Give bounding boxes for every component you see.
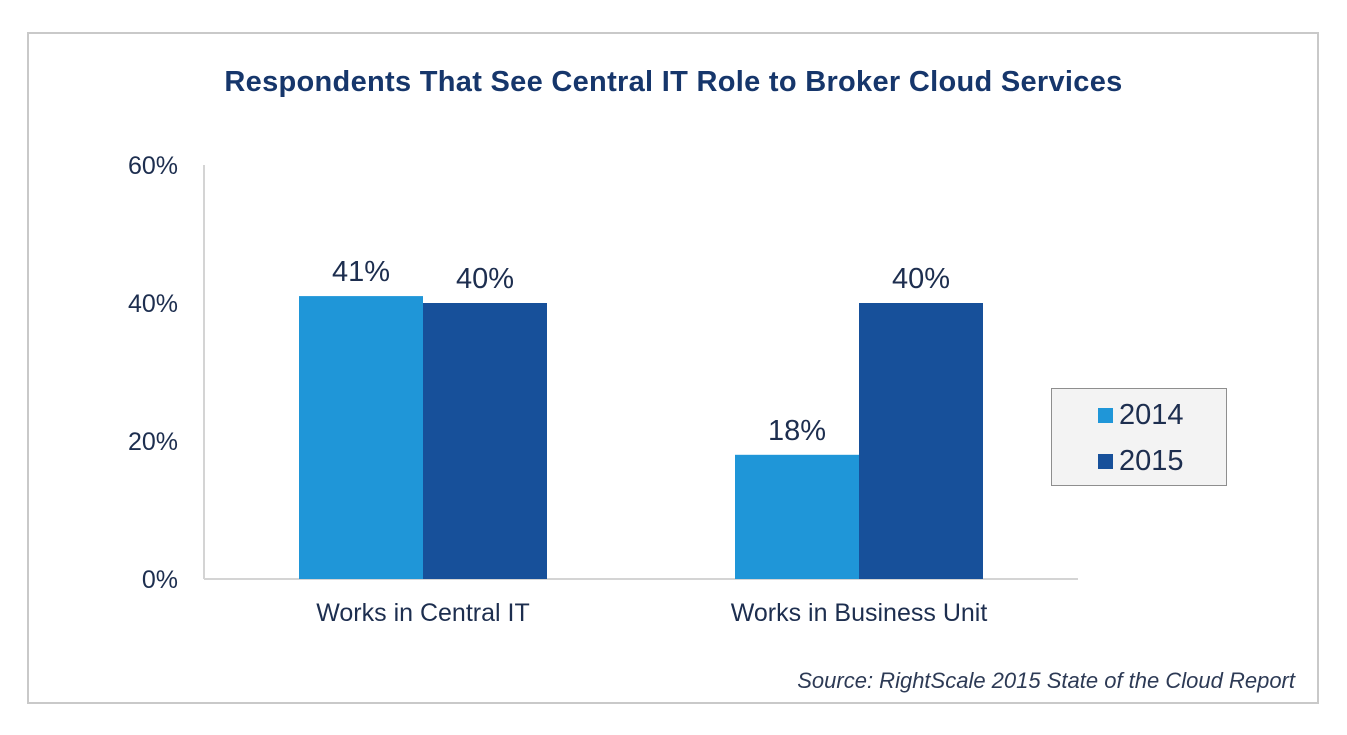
x-category-label: Works in Business Unit bbox=[731, 599, 988, 627]
chart-legend: 2014 2015 bbox=[1051, 388, 1227, 486]
legend-label-2015: 2015 bbox=[1119, 445, 1184, 477]
bar-2014-central-it bbox=[299, 296, 423, 579]
legend-item-2014: 2014 bbox=[1098, 399, 1184, 432]
legend-swatch-2014 bbox=[1098, 408, 1113, 423]
chart-frame bbox=[27, 32, 1319, 704]
legend-item-2015: 2015 bbox=[1098, 445, 1184, 478]
bar-2014-business-unit bbox=[735, 454, 859, 579]
bar-value-label: 40% bbox=[892, 263, 950, 295]
legend-label-2014: 2014 bbox=[1119, 399, 1184, 431]
chart-title: Respondents That See Central IT Role to … bbox=[224, 66, 1123, 98]
bar-value-label: 40% bbox=[456, 263, 514, 295]
y-tick-label: 60% bbox=[128, 152, 178, 180]
y-tick-label: 20% bbox=[128, 428, 178, 456]
bar-2015-business-unit bbox=[859, 303, 983, 579]
legend-swatch-2015 bbox=[1098, 454, 1113, 469]
bar-value-label: 18% bbox=[768, 415, 826, 447]
bar-2015-central-it bbox=[423, 303, 547, 579]
x-category-label: Works in Central IT bbox=[316, 599, 529, 627]
bar-value-label: 41% bbox=[332, 256, 390, 288]
y-tick-label: 0% bbox=[142, 566, 178, 594]
y-tick-label: 40% bbox=[128, 290, 178, 318]
chart-source: Source: RightScale 2015 State of the Clo… bbox=[797, 668, 1295, 693]
